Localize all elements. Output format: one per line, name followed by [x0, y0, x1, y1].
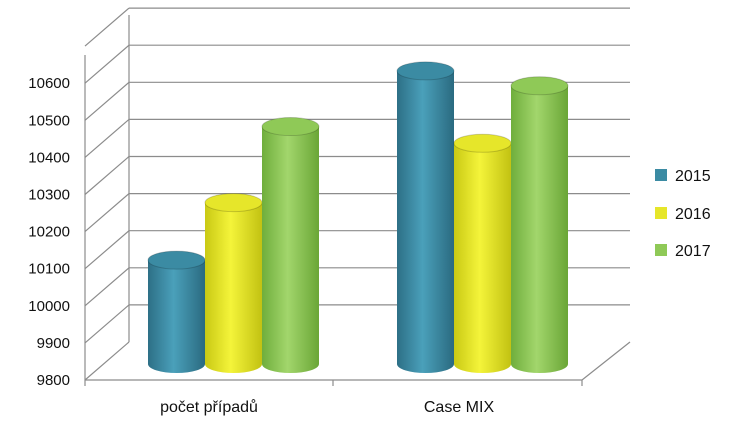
gridline-side	[84, 81, 130, 121]
y-tick-label: 10200	[28, 224, 70, 241]
legend-swatch	[655, 244, 667, 256]
bar	[147, 250, 206, 374]
gridline-side	[84, 44, 130, 84]
gridline-side	[84, 230, 130, 270]
bar-top	[204, 193, 263, 213]
bar-body	[511, 85, 568, 374]
legend-item: 2017	[655, 243, 711, 260]
bar-top	[510, 76, 569, 96]
y-tick-label: 9800	[37, 372, 70, 389]
category-label: Case MIX	[424, 399, 495, 416]
legend-item: 2015	[655, 168, 711, 185]
legend-label: 2016	[675, 206, 711, 223]
legend-swatch	[655, 207, 667, 219]
y-tick-label: 9900	[37, 335, 70, 352]
bar	[204, 193, 263, 374]
bar-top	[261, 117, 320, 137]
legend-item: 2016	[655, 206, 711, 223]
y-tick-label: 10500	[28, 112, 70, 129]
bar-top	[396, 61, 455, 81]
gridline-side	[84, 193, 130, 233]
legend: 2015 2016 2017	[655, 168, 711, 260]
gridline-side	[84, 304, 130, 344]
gridline-side	[84, 267, 130, 307]
legend-swatch	[655, 169, 667, 181]
bar-body	[397, 70, 454, 374]
gridline-side	[84, 118, 130, 158]
y-axis: 9800 9900 10000 10100 10200 10300 10400 10500 10…	[28, 75, 70, 389]
y-tick-label: 10000	[28, 298, 70, 315]
bar-body	[454, 143, 511, 374]
category-label: počet případů	[160, 398, 258, 416]
y-tick-label: 10400	[28, 149, 70, 166]
legend-label: 2015	[675, 168, 711, 185]
plot-walls	[84, 15, 631, 386]
bars	[147, 61, 569, 374]
bar-body	[262, 126, 319, 374]
gridline-side	[84, 341, 130, 381]
bar	[396, 61, 455, 374]
gridline-side	[84, 7, 130, 47]
x-axis: počet případů Case MIX	[160, 398, 494, 416]
y-tick-label: 10300	[28, 187, 70, 204]
y-tick-label: 10600	[28, 75, 70, 92]
bar	[261, 117, 320, 374]
bar-body	[205, 202, 262, 374]
bar-top	[453, 133, 512, 153]
y-tick-label: 10100	[28, 261, 70, 278]
legend-label: 2017	[675, 243, 711, 260]
bar-body	[148, 260, 205, 374]
bar-top	[147, 250, 206, 270]
bar	[510, 76, 569, 374]
gridline-side	[84, 156, 130, 195]
bar	[453, 133, 512, 374]
